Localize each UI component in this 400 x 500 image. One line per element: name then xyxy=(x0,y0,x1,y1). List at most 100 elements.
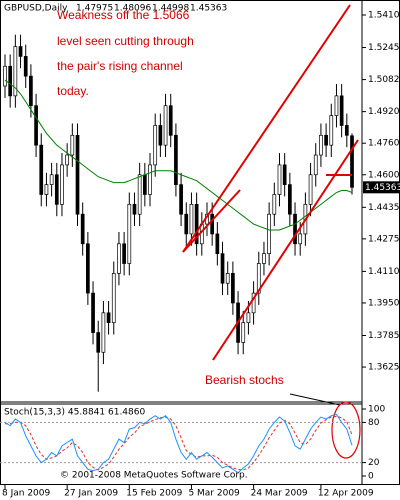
candle-body xyxy=(49,174,54,185)
y-tick-label: 1.47600 xyxy=(368,139,400,149)
candle-body xyxy=(96,332,101,353)
y-tick-label: 0 xyxy=(368,472,374,482)
candle-body xyxy=(8,65,13,97)
candle-body xyxy=(210,213,215,235)
header: GBPUSD,Daily 1.47975 1.48096 1.44998 1.4… xyxy=(4,4,227,14)
candle-body xyxy=(91,292,95,333)
y-tick-label: 1.44350 xyxy=(368,203,400,213)
candle-body xyxy=(277,164,282,195)
candle-body xyxy=(220,253,225,284)
y-tick-label: 1.50825 xyxy=(368,75,400,85)
pointer xyxy=(289,393,341,406)
stoch-main xyxy=(4,413,353,474)
channel-mid xyxy=(182,189,241,253)
moving-average xyxy=(4,79,353,231)
header-low: 1.44998 xyxy=(152,4,189,14)
x-tick-label: 27 Jan 2009 xyxy=(64,489,118,499)
stoch-signal xyxy=(5,415,353,471)
stoch-label: Stoch(15,3,3) 45.8841 61.4860 xyxy=(4,408,145,418)
candle-body xyxy=(29,75,33,107)
copyright: © 2001-2008 MetaQuotes Software Corp. xyxy=(60,471,248,481)
candle-body xyxy=(225,273,230,284)
candle-body xyxy=(127,203,132,264)
candle-body xyxy=(179,184,183,215)
candle-body xyxy=(313,154,318,176)
x-axis: 8 Jan 2009 27 Jan 2009 15 Feb 2009 5 Mar 20… xyxy=(2,485,374,499)
header-open: 1.47975 xyxy=(76,4,113,14)
candle-body xyxy=(60,164,64,205)
y-tick-label: 1.41100 xyxy=(368,267,400,277)
y-tick-label: 1.36250 xyxy=(368,363,400,373)
candle-body xyxy=(75,134,80,215)
candle-body xyxy=(132,203,137,215)
x-tick-label: 24 Mar 2009 xyxy=(251,489,308,499)
y-tick-label: 1.54100 xyxy=(368,10,400,20)
price-label: 1.45363 xyxy=(365,183,400,193)
annotation-line: level seen cutting through xyxy=(57,34,194,48)
candle-body xyxy=(80,213,85,245)
candle-body xyxy=(168,105,173,136)
channel-lower xyxy=(212,139,359,361)
candle-body xyxy=(137,174,142,215)
candle-body xyxy=(148,164,152,195)
candle-body xyxy=(122,243,126,264)
candle-body xyxy=(189,203,194,235)
y-tick-label: 80 xyxy=(368,418,380,428)
candle-body xyxy=(262,253,266,264)
y-tick-label: 20 xyxy=(368,458,380,468)
candle-body xyxy=(288,184,292,215)
candle-body xyxy=(272,194,277,215)
candle-body xyxy=(13,46,18,97)
candle-body xyxy=(117,243,121,274)
candle-body xyxy=(308,174,313,205)
y-tick-label: 100 xyxy=(368,405,385,415)
annotation-line: the pair's rising channel xyxy=(57,59,183,73)
candle-body xyxy=(111,273,116,324)
x-tick-label: 8 Jan 2009 xyxy=(2,489,50,499)
stoch-note: Bearish stochs xyxy=(205,373,284,387)
candle-body xyxy=(194,203,199,245)
candle-body xyxy=(39,144,44,195)
header-high: 1.48096 xyxy=(114,4,151,14)
annotation: Weakness off the 1.5066 level seen cutti… xyxy=(57,8,284,387)
y-tick-label: 1.52450 xyxy=(368,43,400,53)
candle-body xyxy=(350,135,354,188)
candle-body xyxy=(142,174,147,195)
candle-body xyxy=(18,46,23,57)
channel xyxy=(182,4,359,361)
candle-body xyxy=(153,125,158,166)
header-close: 1.45363 xyxy=(190,4,227,14)
candle-body xyxy=(231,273,235,304)
candle-body xyxy=(34,105,38,146)
candle-body xyxy=(251,292,256,314)
candle-body xyxy=(44,184,49,195)
y-tick-label: 1.37850 xyxy=(368,331,400,341)
candle-body xyxy=(241,322,246,343)
x-tick-label: 5 Mar 2009 xyxy=(188,489,240,499)
candle-body xyxy=(334,95,339,116)
candle-body xyxy=(23,56,28,77)
highlight xyxy=(331,401,361,459)
candle-body xyxy=(246,312,251,324)
channel-upper xyxy=(182,4,351,253)
candle-body xyxy=(70,134,75,156)
annotation-line: today. xyxy=(57,84,89,98)
candle-body xyxy=(106,312,111,324)
candle-body xyxy=(163,105,168,146)
candle-body xyxy=(215,233,220,254)
candle-body xyxy=(65,154,69,166)
candle-body xyxy=(54,174,59,205)
candle-body xyxy=(329,115,334,146)
candle-body xyxy=(256,263,261,294)
candle-body xyxy=(339,95,344,126)
candle-body xyxy=(267,213,271,254)
candle-body xyxy=(319,134,323,156)
candle-body xyxy=(86,243,90,294)
x-tick-label: 12 Apr 2009 xyxy=(318,489,374,499)
y-tick-label: 1.39500 xyxy=(368,298,400,308)
candle-body xyxy=(282,164,287,185)
price-window: 1.54100 1.52450 1.50825 1.49200 1.47600 1.460… xyxy=(3,10,400,392)
annotation-line: Weakness off the 1.5066 xyxy=(57,8,190,22)
